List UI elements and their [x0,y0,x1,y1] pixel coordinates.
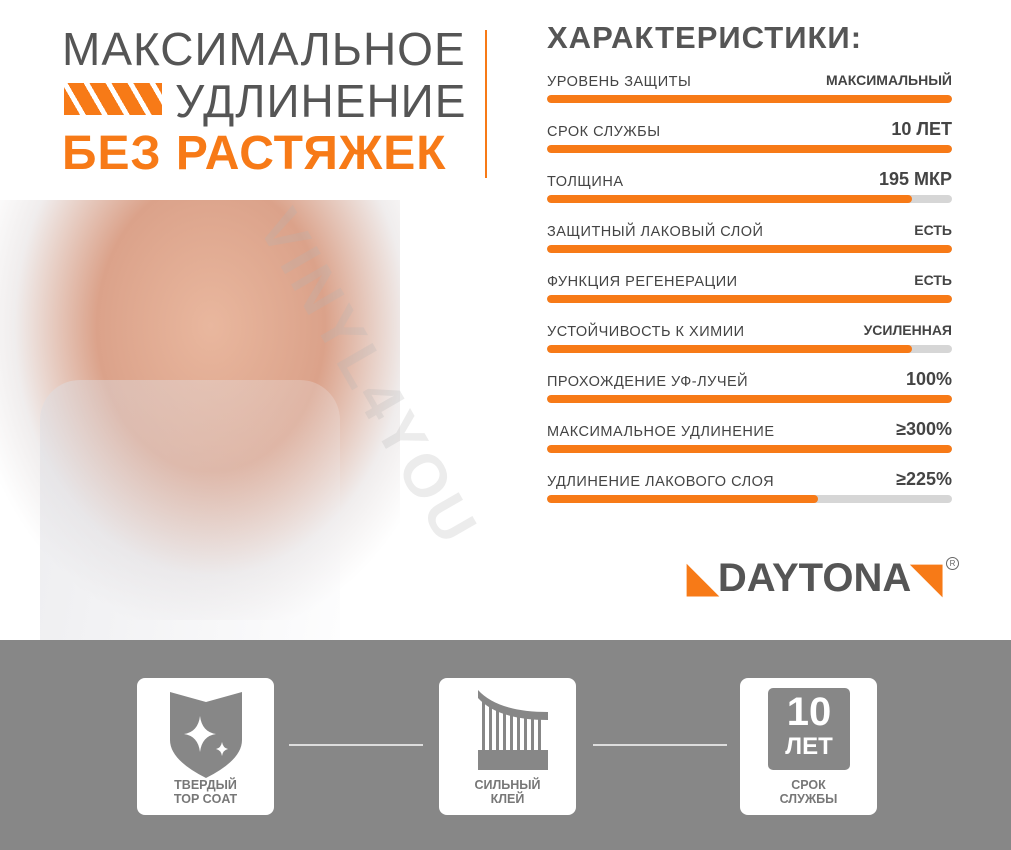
spec-bar [547,495,952,503]
spec-row: МАКСИМАЛЬНОЕ УДЛИНЕНИЕ ≥300% [547,419,952,472]
spec-bar-fill [547,145,952,153]
spec-label: УРОВЕНЬ ЗАЩИТЫ [547,74,692,90]
spec-label: ФУНКЦИЯ РЕГЕНЕРАЦИИ [547,274,738,290]
divider [485,30,487,178]
spec-row: СРОК СЛУЖБЫ 10 ЛЕТ [547,119,952,172]
headline-line3: БЕЗ РАСТЯЖЕК [62,127,447,180]
spec-row: ТОЛЩИНА 195 МКР [547,169,952,222]
spec-row: УСТОЙЧИВОСТЬ К ХИМИИ УСИЛЕННАЯ [547,322,952,372]
logo-mark-icon: ◣ [687,556,718,600]
feature-label: СЛУЖБЫ [779,792,838,806]
badge-number: 10 [786,690,832,734]
spec-value: УСИЛЕННАЯ [863,322,952,338]
spec-bar-fill [547,445,952,453]
feature-label: ТВЕРДЫЙ [174,778,237,792]
spec-label: УСТОЙЧИВОСТЬ К ХИМИИ [547,324,745,340]
spec-bar [547,295,952,303]
spec-bar-fill [547,495,819,503]
spec-row: ЗАЩИТНЫЙ ЛАКОВЫЙ СЛОЙ ЕСТЬ [547,222,952,272]
spec-row: УРОВЕНЬ ЗАЩИТЫ МАКСИМАЛЬНЫЙ [547,72,952,122]
spec-bar [547,195,952,203]
spec-row: УДЛИНЕНИЕ ЛАКОВОГО СЛОЯ ≥225% [547,469,952,522]
connector-line [593,744,727,746]
adhesive-icon [477,690,548,770]
spec-value: ЕСТЬ [914,272,952,288]
spec-label: ПРОХОЖДЕНИЕ УФ-ЛУЧЕЙ [547,374,749,390]
spec-bar-fill [547,395,952,403]
registered-icon: R [946,557,959,570]
spec-value: 195 МКР [878,169,952,189]
headline-line2: УДЛИНЕНИЕ [175,75,467,127]
shield-sparkle-icon [169,692,242,778]
spec-value: 100% [905,369,952,389]
feature-label: КЛЕЙ [490,792,525,806]
feature-card-adhesive: СИЛЬНЫЙ КЛЕЙ [439,678,576,815]
feature-label: СИЛЬНЫЙ [474,778,541,792]
spec-label: СРОК СЛУЖБЫ [547,124,661,140]
spec-value: ≥300% [896,419,952,439]
feature-label: TOP COAT [173,792,238,806]
spec-row: ПРОХОЖДЕНИЕ УФ-ЛУЧЕЙ 100% [547,369,952,422]
brand-name: DAYTONA [717,556,912,600]
ten-years-icon: 10 ЛЕТ [768,688,850,770]
spec-bar [547,345,952,353]
specs-list: УРОВЕНЬ ЗАЩИТЫ МАКСИМАЛЬНЫЙ СРОК СЛУЖБЫ … [547,72,952,522]
headline-line1: МАКСИМАЛЬНОЕ [62,23,466,75]
feature-card-topcoat: ТВЕРДЫЙ TOP COAT [137,678,274,815]
spec-bar-fill [547,195,912,203]
spec-bar-fill [547,95,952,103]
spec-bar-fill [547,345,912,353]
features-band: ТВЕРДЫЙ TOP COAT СИЛЬНЫЙ КЛЕЙ 10 ЛЕТ СРОК СЛ… [0,640,1011,850]
spec-value: 10 ЛЕТ [891,119,952,139]
badge-unit: ЛЕТ [785,733,833,760]
brand-wordmark: ◣DAYTONA◥ [687,555,942,601]
specs-title: ХАРАКТЕРИСТИКИ: [547,20,863,55]
spec-row: ФУНКЦИЯ РЕГЕНЕРАЦИИ ЕСТЬ [547,272,952,322]
spec-value: ≥225% [896,469,952,489]
spec-bar-fill [547,245,952,253]
spec-bar [547,445,952,453]
spec-bar [547,145,952,153]
stripes-icon [64,83,162,115]
connector-line [289,744,423,746]
feature-card-lifetime: 10 ЛЕТ СРОК СЛУЖБЫ [740,678,877,815]
spec-value: МАКСИМАЛЬНЫЙ [825,72,952,88]
spec-label: ТОЛЩИНА [547,174,624,190]
spec-label: МАКСИМАЛЬНОЕ УДЛИНЕНИЕ [547,424,775,440]
spec-bar [547,395,952,403]
logo-mark-icon: ◥ [911,556,942,600]
feature-label: СРОК [791,778,826,792]
spec-label: ЗАЩИТНЫЙ ЛАКОВЫЙ СЛОЙ [547,224,764,240]
spec-bar-fill [547,295,952,303]
hero-section: VINYL4YOU МАКСИМАЛЬНОЕ УДЛИНЕНИЕ БЕЗ РАС… [0,20,959,640]
spec-label: УДЛИНЕНИЕ ЛАКОВОГО СЛОЯ [547,474,775,490]
spec-bar [547,245,952,253]
spec-value: ЕСТЬ [914,222,952,238]
spec-bar [547,95,952,103]
film-image [40,380,340,640]
brand-logo: ◣DAYTONA◥ R [687,555,959,601]
